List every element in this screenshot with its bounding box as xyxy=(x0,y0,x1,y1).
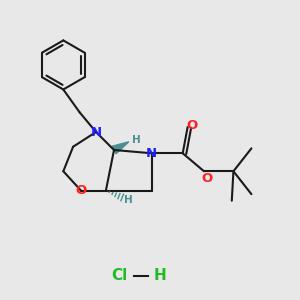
Text: O: O xyxy=(201,172,212,185)
Text: Cl: Cl xyxy=(111,268,127,284)
Polygon shape xyxy=(112,142,129,154)
Text: O: O xyxy=(186,119,197,132)
Text: N: N xyxy=(91,125,102,139)
Text: O: O xyxy=(76,184,87,197)
Text: H: H xyxy=(132,135,140,145)
Text: H: H xyxy=(124,195,133,205)
Text: N: N xyxy=(146,147,157,160)
Text: H: H xyxy=(153,268,166,284)
